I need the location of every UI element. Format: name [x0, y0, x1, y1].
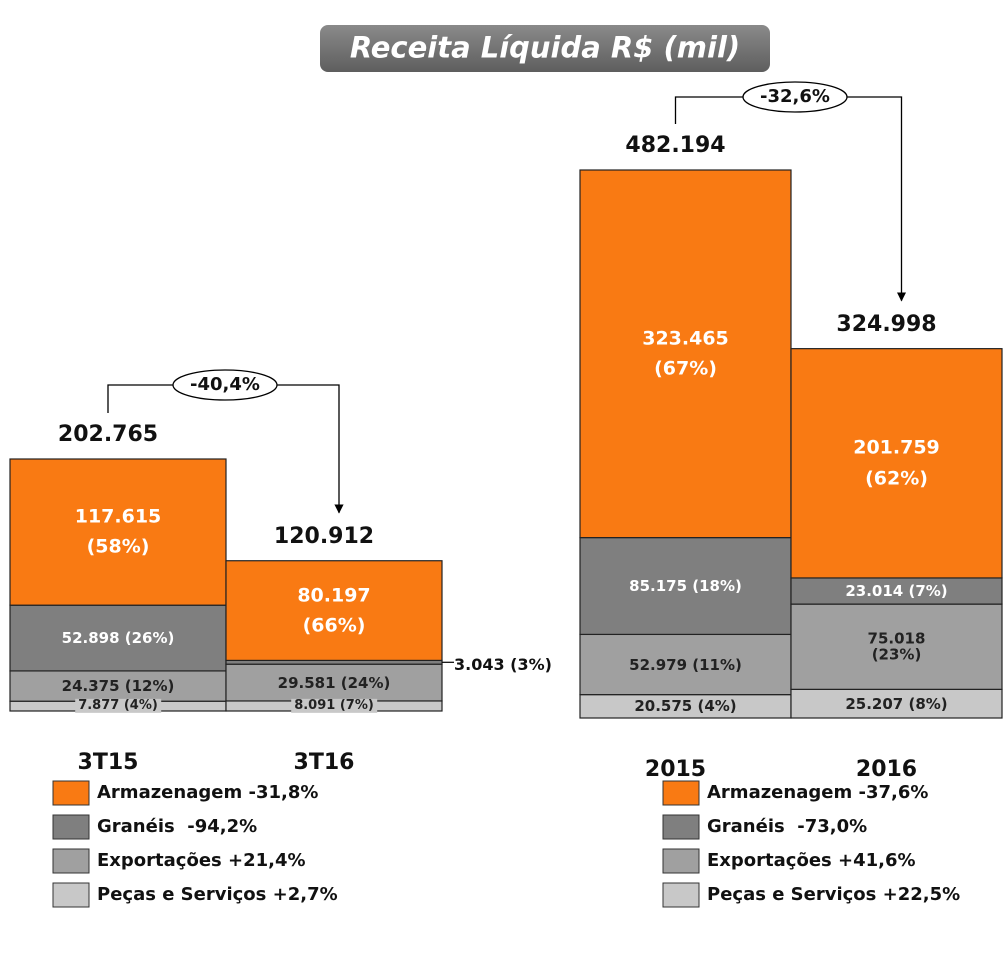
segment-label: 52.979 (11%)	[629, 655, 742, 674]
segment-label: 24.375 (12%)	[61, 676, 175, 695]
bar-segment	[225, 560, 443, 661]
bar-segment	[579, 169, 792, 539]
legend-label: Exportações +21,4%	[97, 849, 306, 871]
legend-label: Granéis -94,2%	[97, 815, 258, 837]
legend-swatch	[662, 780, 700, 806]
bar-segment	[790, 348, 1003, 579]
segment-label: 29.581 (24%)	[277, 673, 391, 692]
bar-segment	[790, 603, 1003, 690]
legend-label: Granéis -73,0%	[707, 815, 868, 837]
bar-segment	[579, 537, 792, 636]
segment-label: 117.615 (58%)	[74, 505, 162, 559]
legend-swatch	[52, 848, 90, 874]
bar-segment	[790, 688, 1003, 719]
segment-label: 80.197 (66%)	[297, 584, 371, 637]
legend-label: Armazenagem -31,8%	[97, 781, 319, 803]
title-box	[320, 25, 770, 72]
legend-swatch	[52, 814, 90, 840]
segment-label: 75.018 (23%)	[867, 629, 926, 664]
bar-segment	[579, 633, 792, 696]
bar-segment	[9, 458, 227, 606]
x-tick-label: 2016	[855, 757, 918, 783]
segment-label: 3.043 (3%)	[454, 655, 552, 675]
legend-label: Exportações +41,6%	[707, 849, 916, 871]
segment-label: 201.759 (62%)	[853, 436, 940, 490]
total-label: 324.998	[836, 311, 937, 337]
legend-label: Peças e Serviços +22,5%	[707, 883, 961, 905]
legend-swatch	[52, 780, 90, 806]
segment-label: 8.091 (7%)	[291, 698, 377, 714]
change-label: -40,4%	[190, 373, 260, 395]
legend-label: Peças e Serviços +2,7%	[97, 883, 338, 905]
legend-swatch	[662, 814, 700, 840]
segment-label: 25.207 (8%)	[845, 694, 948, 713]
bar-segment	[9, 670, 227, 702]
change-badge	[742, 81, 848, 113]
total-label: 482.194	[625, 133, 726, 159]
segment-label: 20.575 (4%)	[634, 697, 737, 716]
change-label: -32,6%	[760, 85, 830, 107]
change-badge	[172, 369, 278, 401]
chart-title: Receita Líquida R$ (mil)	[349, 30, 741, 65]
legend-swatch	[662, 848, 700, 874]
total-label: 120.912	[273, 523, 375, 549]
segment-label: 52.898 (26%)	[61, 628, 175, 647]
x-tick-label: 3T16	[293, 750, 355, 776]
x-tick-label: 3T15	[77, 750, 139, 776]
legend-label: Armazenagem -37,6%	[707, 781, 929, 803]
legend-swatch	[52, 882, 90, 908]
segment-label: 323.465 (67%)	[642, 327, 729, 380]
x-tick-label: 2015	[644, 757, 707, 783]
segment-label: 7.877 (4%)	[75, 698, 161, 714]
legend-swatch	[662, 882, 700, 908]
segment-label: 23.014 (7%)	[845, 581, 948, 600]
total-label: 202.765	[57, 422, 159, 448]
segment-label: 85.175 (18%)	[629, 576, 742, 595]
